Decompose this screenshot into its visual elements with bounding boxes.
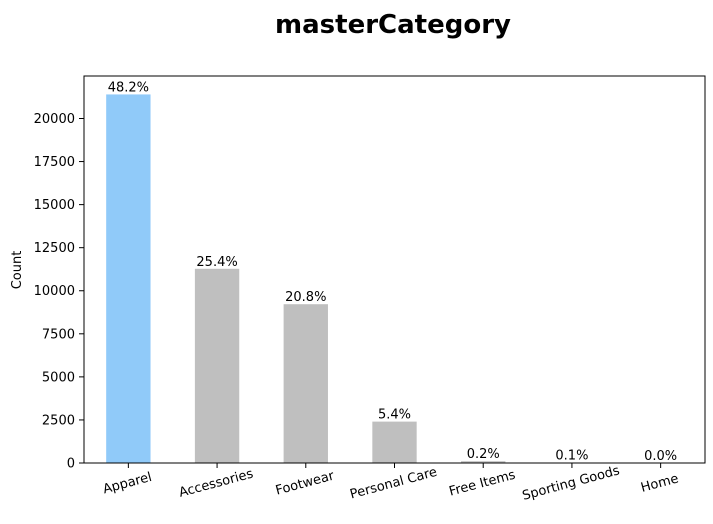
x-tick-label: Apparel — [101, 470, 153, 497]
y-tick-label: 0 — [67, 457, 75, 472]
bar-label: 0.0% — [644, 449, 677, 464]
x-tick-label: Free Items — [447, 468, 517, 500]
bar — [194, 268, 240, 463]
x-tick-label: Footwear — [274, 468, 336, 498]
bar-label: 0.1% — [555, 449, 588, 464]
bar-label: 48.2% — [108, 80, 149, 95]
plot-frame — [83, 75, 706, 464]
y-tick-label: 12500 — [34, 241, 75, 256]
bar — [106, 94, 151, 463]
y-tick-label: 2500 — [42, 413, 75, 428]
x-tick-label: Sporting Goods — [521, 463, 622, 503]
x-tick-label: Personal Care — [348, 465, 438, 503]
bar — [283, 304, 328, 463]
y-tick-label: 15000 — [34, 198, 75, 213]
y-tick-label: 5000 — [42, 370, 75, 385]
y-tick-label: 10000 — [34, 284, 75, 299]
y-axis-label: Count — [10, 251, 25, 290]
bar-label: 20.8% — [285, 290, 326, 305]
y-tick-label: 17500 — [34, 155, 75, 170]
bar-label: 0.2% — [467, 447, 500, 462]
y-tick-label: 20000 — [34, 112, 75, 127]
x-tick-label: Home — [639, 471, 680, 495]
bar — [461, 461, 506, 463]
x-tick-label: Accessories — [177, 466, 255, 500]
bar — [372, 421, 417, 463]
bar-label: 25.4% — [196, 255, 237, 270]
bar-label: 5.4% — [378, 408, 411, 423]
chart-title: masterCategory — [275, 10, 511, 40]
y-tick-label: 7500 — [42, 327, 75, 342]
